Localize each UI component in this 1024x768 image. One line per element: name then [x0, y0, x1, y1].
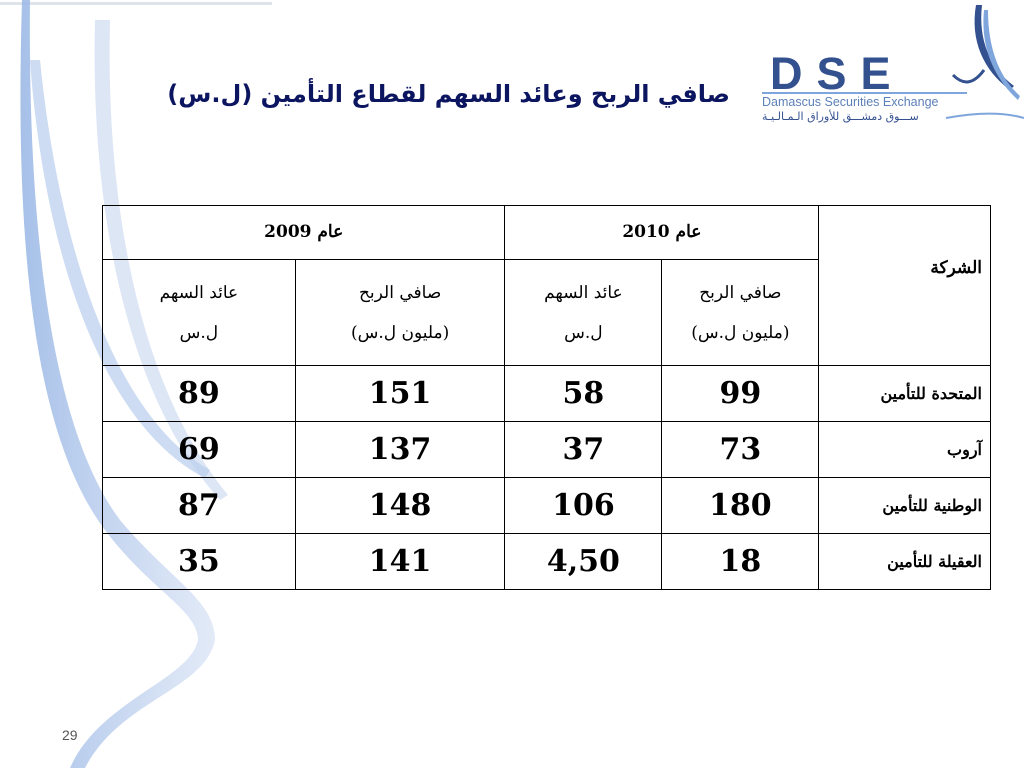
year-header-row: الشركة عام 2010 عام 2009 — [101, 204, 991, 367]
company-name: العقيلة للتأمين — [818, 533, 991, 590]
year-2009-header: عام 2009 — [101, 205, 506, 260]
logo-arabic-name: ســـوق دمشـــق للأوراق الـمـالـيـة — [762, 110, 919, 123]
value-cell: 151 — [294, 365, 506, 423]
subheader-row: صافي الربح (مليون ل.س) عائد السهم ل.س صافي… — [102, 258, 991, 367]
subheader-line1: صافي الربح — [358, 282, 442, 303]
subheader-line1: عائد السهم — [544, 282, 623, 303]
subheader-line2: (مليون ل.س) — [691, 322, 790, 343]
value-cell: 58 — [504, 365, 663, 423]
table-row: آروب 73 37 137 69 — [102, 421, 991, 479]
value-cell: 89 — [102, 365, 296, 423]
dse-logo: DSE Damascus Securities Exchange ســـوق … — [748, 0, 1024, 134]
subheader-cell: صافي الربح (مليون ل.س) — [661, 258, 820, 367]
value-cell: 4,50 — [504, 533, 663, 590]
logo-arc-icon — [762, 5, 1024, 119]
insurance-profit-table: الشركة عام 2010 عام 2009 صافي الربح (مليو… — [101, 204, 991, 590]
value-cell: 69 — [102, 421, 296, 479]
value-cell: 37 — [504, 421, 663, 479]
value-cell: 137 — [294, 421, 506, 479]
subheader-line2: ل.س — [179, 322, 219, 343]
value-cell: 180 — [661, 477, 820, 535]
value-cell: 18 — [661, 533, 820, 590]
subheader-line2: ل.س — [564, 322, 603, 343]
logo-letters: DSE — [770, 48, 905, 99]
table-row: العقيلة للتأمين 18 4,50 141 35 — [102, 533, 991, 590]
company-name: الوطنية للتأمين — [818, 477, 991, 535]
table-row: الوطنية للتأمين 180 106 148 87 — [102, 477, 991, 535]
year-2010-header: عام 2010 — [504, 205, 820, 260]
subheader-line1: عائد السهم — [159, 282, 239, 303]
table-row: المتحدة للتأمين 99 58 151 89 — [102, 365, 991, 423]
subheader-line2: (مليون ل.س) — [350, 322, 450, 343]
company-name: آروب — [818, 421, 991, 479]
value-cell: 141 — [294, 533, 506, 590]
subheader-line1: صافي الربح — [699, 282, 782, 303]
value-cell: 87 — [102, 477, 296, 535]
value-cell: 99 — [661, 365, 820, 423]
value-cell: 35 — [102, 533, 296, 590]
company-header: الشركة — [818, 204, 991, 367]
slide-title: صافي الربح وعائد السهم لقطاع التأمين (ل.… — [167, 80, 730, 108]
company-name: المتحدة للتأمين — [818, 365, 991, 423]
top-rule — [0, 2, 272, 5]
value-cell: 106 — [504, 477, 663, 535]
subheader-cell: عائد السهم ل.س — [102, 258, 296, 367]
subheader-cell: صافي الربح (مليون ل.س) — [294, 258, 506, 367]
value-cell: 73 — [661, 421, 820, 479]
page-number: 29 — [62, 727, 78, 743]
logo-english-name: Damascus Securities Exchange — [762, 95, 939, 109]
value-cell: 148 — [294, 477, 506, 535]
subheader-cell: عائد السهم ل.س — [504, 258, 663, 367]
